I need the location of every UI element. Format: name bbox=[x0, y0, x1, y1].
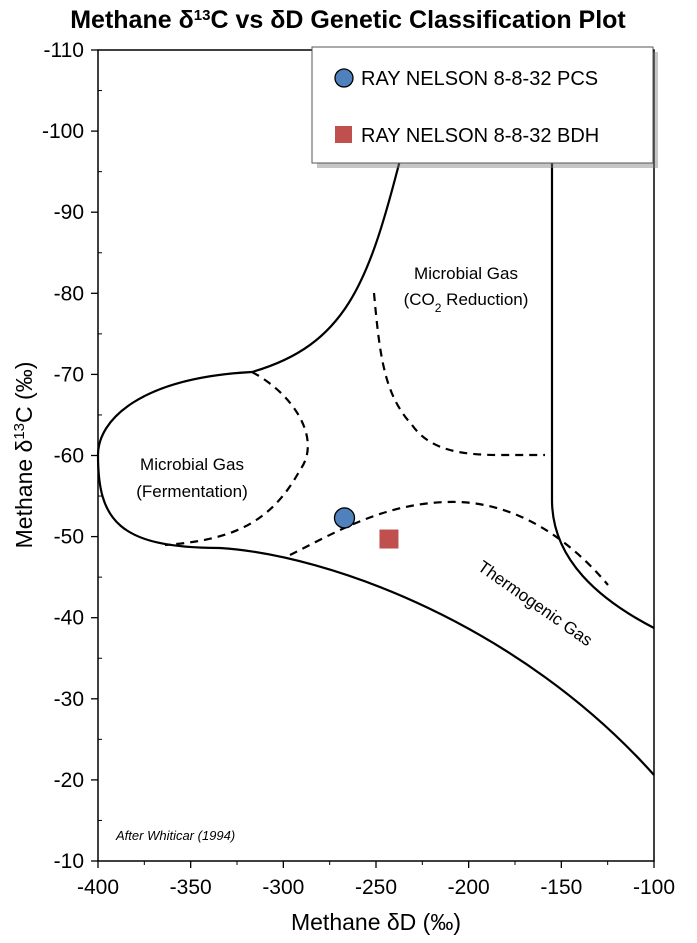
boundary-thermogenic-dash bbox=[289, 500, 609, 586]
y-tick-label: -110 bbox=[44, 39, 84, 62]
x-axis-label: Methane δD (‰) bbox=[291, 909, 461, 935]
region-label-co2-title: Microbial Gas bbox=[414, 264, 518, 283]
x-tick-label: -150 bbox=[540, 876, 582, 899]
y-tick-label: -70 bbox=[54, 363, 84, 386]
y-tick-label: -10 bbox=[54, 850, 84, 873]
legend-label-pcs: RAY NELSON 8-8-32 PCS bbox=[361, 68, 598, 90]
legend-label-bdh: RAY NELSON 8-8-32 BDH bbox=[361, 125, 599, 147]
legend: RAY NELSON 8-8-32 PCS RAY NELSON 8-8-32 … bbox=[311, 46, 658, 168]
x-tick-label: -200 bbox=[448, 876, 490, 899]
boundary-fermentation-dash bbox=[164, 371, 309, 547]
x-tick-label: -100 bbox=[633, 876, 675, 899]
data-point-bdh bbox=[379, 529, 399, 549]
legend-marker-bdh bbox=[335, 126, 352, 143]
x-axis-ticks: -400 -350 -300 -250 -200 -150 -100 bbox=[77, 861, 675, 899]
boundary-upper-curve bbox=[96, 159, 655, 776]
y-tick-label: -90 bbox=[54, 201, 84, 224]
y-axis-label: Methane δ13C (‰) bbox=[11, 362, 38, 549]
region-label-fermentation-title: Microbial Gas bbox=[140, 455, 244, 474]
y-tick-label: -50 bbox=[54, 526, 84, 549]
x-tick-label: -400 bbox=[77, 876, 119, 899]
y-tick-label: -40 bbox=[54, 607, 84, 630]
source-credit: After Whiticar (1994) bbox=[115, 828, 235, 843]
region-label-fermentation-sub: (Fermentation) bbox=[136, 482, 247, 501]
chart-title: Methane δ13C vs δD Genetic Classificatio… bbox=[70, 6, 626, 34]
legend-box bbox=[311, 46, 654, 164]
y-tick-label: -100 bbox=[42, 120, 84, 143]
region-label-co2-sub: (CO2 Reduction) bbox=[404, 290, 529, 315]
y-tick-label: -60 bbox=[54, 445, 84, 468]
x-tick-label: -350 bbox=[170, 876, 212, 899]
data-point-pcs bbox=[333, 507, 356, 529]
y-axis-ticks: -10 -20 -30 -40 -50 -60 -70 -80 -90 -100 -110 bbox=[42, 39, 102, 873]
y-tick-label: -80 bbox=[54, 282, 84, 305]
boundary-co2-dash bbox=[372, 292, 545, 457]
boundary-right-curve bbox=[550, 50, 655, 629]
classification-boundaries bbox=[96, 50, 655, 776]
y-tick-label: -20 bbox=[54, 769, 84, 792]
data-points bbox=[333, 507, 399, 549]
legend-marker-pcs bbox=[334, 68, 354, 88]
x-tick-label: -300 bbox=[262, 876, 304, 899]
x-tick-label: -250 bbox=[355, 876, 397, 899]
y-tick-label: -30 bbox=[54, 688, 84, 711]
